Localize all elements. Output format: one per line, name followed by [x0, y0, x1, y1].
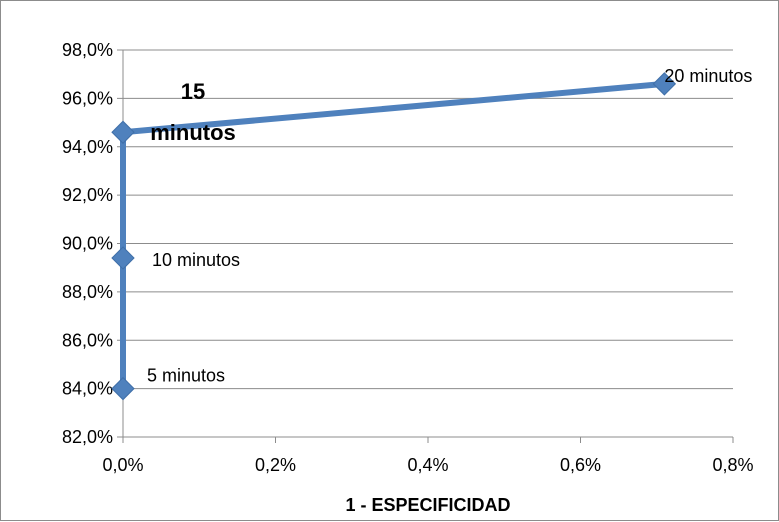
x-tick-label: 0,0%	[102, 455, 143, 475]
data-point-marker	[111, 120, 135, 144]
y-tick-label: 90,0%	[62, 234, 113, 254]
data-point-label: 15 minutos	[150, 79, 236, 145]
data-point-marker	[652, 72, 677, 96]
series-line	[120, 80, 665, 389]
y-tick-label: 92,0%	[62, 185, 113, 205]
x-tick-label: 0,2%	[255, 455, 296, 475]
y-tick-label: 96,0%	[62, 88, 113, 108]
y-tick-label: 94,0%	[62, 137, 113, 157]
data-point-label: 20 minutos	[664, 66, 752, 86]
data-point-label: 10 minutos	[152, 250, 240, 270]
y-tick-label: 82,0%	[62, 427, 113, 447]
y-tick-label: 88,0%	[62, 282, 113, 302]
axis-layer: 82,0% 84,0% 86,0% 88,0% 90,0% 92,0% 94,0% 96,0%…	[62, 40, 754, 475]
grid-layer	[123, 49, 733, 438]
x-tick-label: 0,4%	[407, 455, 448, 475]
x-tick-label: 0,6%	[560, 455, 601, 475]
y-tick-label: 84,0%	[62, 379, 113, 399]
x-axis-title: 1 - ESPECIFICIDAD	[345, 495, 510, 515]
y-tick-label: 86,0%	[62, 330, 113, 350]
data-point-label: 5 minutos	[147, 366, 225, 386]
data-point-marker	[111, 246, 135, 270]
data-point-marker	[111, 376, 135, 401]
label-layer: 5 minutos 10 minutos 20 minutos 15 minutos	[147, 66, 752, 386]
y-tick-label: 98,0%	[62, 40, 113, 60]
series-layer	[111, 72, 677, 401]
x-tick-label: 0,8%	[712, 455, 753, 475]
